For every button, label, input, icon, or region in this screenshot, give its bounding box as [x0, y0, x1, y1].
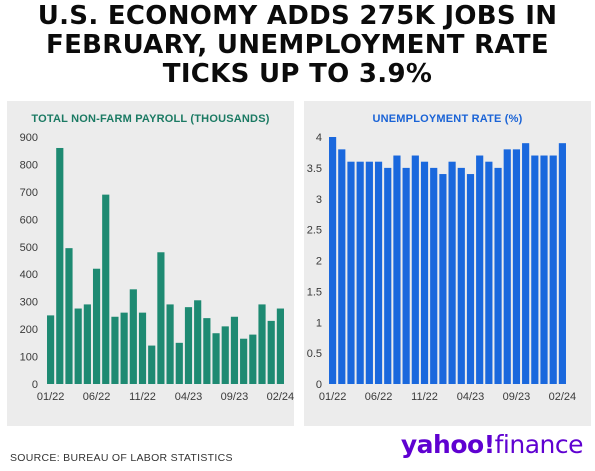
- payroll-bar-05-23: [194, 300, 202, 384]
- unemployment-x-tick-label: 06/22: [365, 391, 393, 403]
- unemployment-bar-04-23: [466, 174, 475, 384]
- unemployment-bar-05-22: [365, 161, 373, 384]
- unemployment-y-tick-label: 0.5: [307, 348, 322, 360]
- unemployment-bar-04-22: [356, 161, 364, 384]
- unemployment-y-tick-label: 2: [316, 256, 322, 268]
- payroll-bar-11-22: [138, 312, 147, 384]
- unemployment-y-tick-label: 2.5: [307, 225, 322, 237]
- unemployment-bar-02-22: [338, 149, 346, 384]
- unemployment-y-tick-label: 3.5: [307, 163, 322, 175]
- unemployment-bar-08-22: [393, 155, 401, 384]
- headline-line-1: U.S. ECONOMY ADDS 275K JOBS IN: [37, 1, 558, 31]
- unemployment-bar-10-22: [411, 155, 419, 384]
- payroll-bar-05-22: [83, 304, 91, 384]
- unemployment-bar-11-22: [420, 161, 429, 384]
- payroll-bar-06-22: [92, 268, 101, 384]
- unemployment-x-tick-label: 02/24: [549, 391, 577, 403]
- payroll-y-tick-label: 200: [20, 324, 38, 336]
- payroll-bar-03-22: [65, 248, 73, 384]
- unemployment-bar-01-24: [549, 155, 557, 384]
- payroll-bar-02-24: [276, 308, 284, 384]
- brand-part-2: finance: [494, 430, 584, 459]
- unemployment-y-tick-label: 1.5: [307, 286, 322, 298]
- payroll-x-tick-label: 06/22: [83, 391, 111, 403]
- payroll-chart: 0 100 200 300 400 500 600 700 800 900 01/22 06/22 11…: [20, 132, 294, 403]
- payroll-bar-11-23: [249, 334, 257, 384]
- payroll-bar-06-23: [203, 318, 211, 384]
- payroll-y-tick-label: 900: [20, 132, 38, 144]
- payroll-y-tick-label: 500: [20, 242, 38, 254]
- unemployment-bar-07-23: [494, 167, 502, 385]
- unemployment-x-tick-label: 09/23: [503, 391, 531, 403]
- unemployment-bar-01-22: [329, 137, 337, 384]
- brand-part-1: yahoo: [400, 430, 484, 459]
- payroll-bar-09-22: [120, 312, 128, 384]
- payroll-bar-08-22: [111, 316, 119, 384]
- brand-mark: !: [483, 430, 495, 459]
- payroll-x-tick-label: 02/24: [267, 391, 294, 403]
- unemployment-bar-10-23: [522, 143, 530, 384]
- unemployment-bar-12-23: [540, 155, 548, 384]
- payroll-x-tick-label: 09/23: [221, 391, 249, 403]
- payroll-bar-07-22: [102, 194, 110, 384]
- unemployment-bar-02-24: [558, 143, 566, 384]
- payroll-bar-01-23: [157, 252, 165, 384]
- unemployment-y-tick-label: 1: [316, 317, 322, 329]
- payroll-y-tick-label: 400: [20, 269, 38, 281]
- payroll-x-tick-label: 04/23: [175, 391, 203, 403]
- payroll-y-tick-label: 100: [20, 352, 38, 364]
- unemployment-x-tick-label: 04/23: [457, 391, 485, 403]
- unemployment-chart: 0 0.5 1 1.5 2 2.5 3 3.5 4 01/22 06/22 11/22 04/23 09/…: [307, 132, 577, 403]
- source-note: SOURCE: BUREAU OF LABOR STATISTICS: [10, 452, 233, 464]
- payroll-bar-02-23: [166, 304, 174, 384]
- unemployment-x-tick-label: 01/22: [319, 391, 347, 403]
- payroll-y-tick-label: 0: [32, 379, 38, 391]
- unemployment-bar-01-23: [439, 174, 447, 384]
- headline-line-2: FEBRUARY, UNEMPLOYMENT RATE: [46, 30, 549, 60]
- unemployment-chart-panel: UNEMPLOYMENT RATE (%) 0 0.5 1 1.5 2 2.5 3 3.5 4 0…: [304, 101, 591, 426]
- payroll-bar-03-23: [175, 342, 183, 384]
- unemployment-bar-07-22: [384, 167, 392, 385]
- payroll-x-tick-label: 01/22: [37, 391, 65, 403]
- unemployment-bar-09-22: [402, 167, 410, 385]
- payroll-bar-09-23: [230, 316, 239, 384]
- unemployment-bar-08-23: [503, 149, 511, 384]
- headline: U.S. ECONOMY ADDS 275K JOBS IN FEBRUARY,…: [0, 2, 595, 89]
- payroll-bar-10-23: [240, 338, 248, 384]
- headline-line-3: TICKS UP TO 3.9%: [162, 59, 433, 89]
- unemployment-x-tick-label: 11/22: [411, 391, 438, 403]
- payroll-bar-07-23: [212, 333, 220, 384]
- payroll-bar-04-22: [74, 308, 82, 384]
- unemployment-chart-title: UNEMPLOYMENT RATE (%): [372, 113, 523, 125]
- payroll-y-tick-label: 300: [20, 297, 38, 309]
- unemployment-bar-02-23: [448, 161, 456, 384]
- payroll-bar-04-23: [184, 307, 193, 384]
- payroll-y-tick-label: 600: [20, 214, 38, 226]
- payroll-bar-01-24: [267, 320, 275, 384]
- payroll-chart-title: TOTAL NON-FARM PAYROLL (THOUSANDS): [31, 113, 270, 125]
- unemployment-y-tick-label: 0: [316, 379, 322, 391]
- unemployment-bar-11-23: [531, 155, 539, 384]
- unemployment-bar-06-22: [374, 161, 383, 384]
- payroll-bar-12-23: [258, 304, 266, 384]
- unemployment-bar-03-23: [457, 167, 465, 385]
- payroll-y-tick-label: 700: [20, 187, 38, 199]
- payroll-x-tick-label: 11/22: [129, 391, 156, 403]
- payroll-bar-01-22: [47, 315, 55, 384]
- payroll-bar-12-22: [148, 345, 156, 384]
- payroll-bar-08-23: [221, 326, 229, 384]
- yahoo-finance-logo: yahoo!finance: [400, 430, 584, 459]
- unemployment-y-tick-label: 4: [316, 132, 322, 144]
- unemployment-bar-12-22: [430, 167, 438, 385]
- unemployment-bar-06-23: [485, 161, 493, 384]
- unemployment-bar-05-23: [476, 155, 484, 384]
- payroll-chart-panel: TOTAL NON-FARM PAYROLL (THOUSANDS) 0 100 2…: [7, 101, 294, 426]
- payroll-bar-10-22: [129, 289, 137, 384]
- unemployment-bar-03-22: [347, 161, 355, 384]
- unemployment-bar-09-23: [512, 149, 521, 384]
- payroll-bar-02-22: [56, 147, 64, 384]
- payroll-y-tick-label: 800: [20, 159, 38, 171]
- unemployment-y-tick-label: 3: [316, 194, 322, 206]
